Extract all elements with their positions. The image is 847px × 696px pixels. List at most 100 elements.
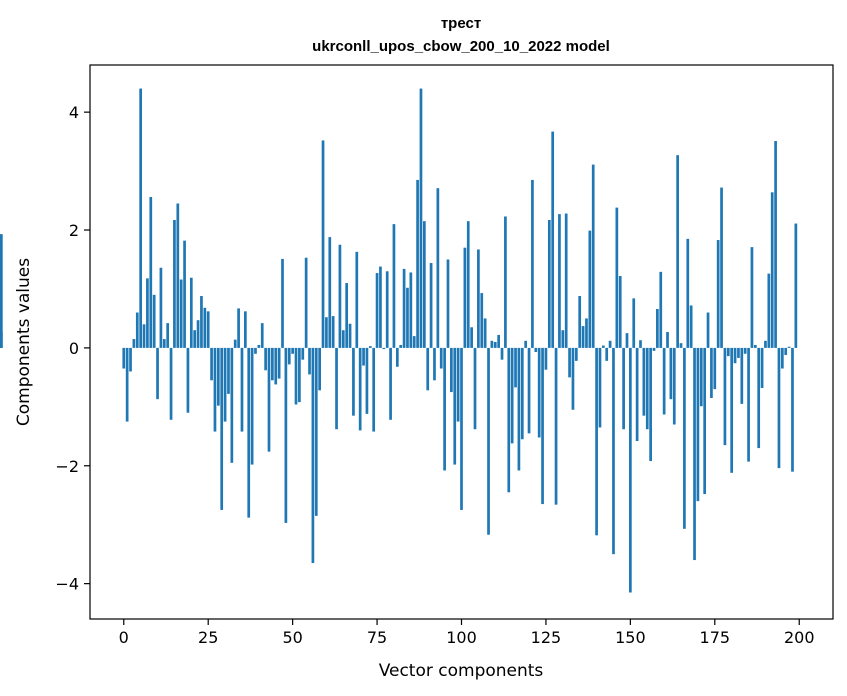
bar-component-144	[608, 340, 612, 348]
bar-component-113	[504, 216, 507, 348]
bar-component-25	[206, 311, 210, 348]
bar-component-38	[250, 347, 254, 465]
bar-component-124	[541, 347, 544, 505]
bar-component-79	[389, 347, 392, 420]
x-tick-label: 125	[531, 628, 562, 647]
bar-series	[0, 88, 798, 593]
y-axis-label: Components values	[14, 258, 34, 426]
bar-component-76	[379, 266, 382, 348]
bar-component-197	[787, 346, 791, 348]
bar-component-114	[507, 347, 511, 493]
bar-component-117	[517, 347, 521, 471]
bar-component-153	[639, 340, 642, 348]
bar-component-149	[625, 333, 629, 348]
bar-component-176	[716, 240, 720, 348]
bar-component-104	[473, 347, 477, 430]
bar-component-32	[230, 347, 234, 463]
bar-component-53	[301, 347, 305, 360]
bar-component-46	[277, 347, 281, 379]
bar-component-129	[558, 214, 561, 348]
bar-component-61	[328, 237, 332, 348]
bar-component-131	[564, 213, 568, 348]
bar-component-83	[402, 268, 406, 348]
bar-component-74	[372, 347, 376, 432]
bar-component-178	[723, 347, 727, 446]
bar-component-154	[642, 347, 646, 416]
bar-component-64	[338, 244, 342, 348]
bar-component-1	[125, 347, 129, 422]
bar-component-132	[568, 347, 571, 378]
bar-component-128	[554, 347, 558, 505]
bar-component-17	[179, 279, 183, 348]
bar-component-65	[341, 330, 345, 348]
bar-component-161	[666, 331, 669, 348]
bar-component-11	[159, 267, 163, 348]
bar-component-159	[659, 271, 663, 348]
bar-component-198	[791, 347, 794, 472]
bar-component-75	[375, 273, 379, 348]
bar-component-31	[227, 347, 230, 394]
bar-component-6	[142, 324, 146, 348]
bar-component-50	[291, 347, 294, 354]
bar-component-70	[358, 347, 362, 431]
x-tick-label: 75	[367, 628, 387, 647]
bar-component-115	[510, 347, 514, 444]
bar-component-35	[240, 347, 244, 432]
bar-component-126	[547, 220, 551, 348]
bar-component-80	[392, 224, 396, 348]
bar-component-5	[139, 88, 143, 348]
bar-component-99	[456, 347, 460, 422]
bar-component-148	[622, 347, 625, 430]
bar-component-100	[460, 347, 463, 510]
bar-component-172	[703, 347, 707, 495]
bar-component-155	[645, 347, 649, 430]
bar-component-88	[419, 88, 423, 348]
bar-component-84	[406, 287, 409, 348]
bar-component-55	[308, 347, 311, 375]
bar-component-51	[294, 347, 298, 405]
bar-component-170	[696, 347, 700, 502]
bar-component-163	[672, 347, 676, 425]
bar-component-165	[679, 343, 683, 348]
bar-component-138	[588, 230, 592, 348]
bar-component-105	[477, 249, 480, 348]
bar-component-142	[601, 345, 605, 348]
bar-component-145	[612, 347, 615, 555]
y-tick-label: 4	[69, 103, 79, 122]
bar-component-130	[561, 330, 565, 348]
bar-component-69	[355, 251, 359, 348]
bar-component-109	[490, 340, 494, 348]
bar-component-103	[470, 327, 473, 348]
x-tick-label: 200	[784, 628, 815, 647]
bar-component-33	[233, 339, 237, 348]
bar-component-140	[595, 347, 598, 536]
bar-component-183	[740, 347, 744, 404]
bar-component-188	[757, 347, 761, 449]
bar-component-101	[463, 247, 467, 348]
bar-component-152	[635, 347, 639, 442]
bar-component-102	[466, 221, 470, 348]
bar-component-189	[760, 347, 764, 388]
bar-component-10	[156, 347, 159, 400]
x-tick-label: 25	[198, 628, 218, 647]
bar-component-139	[591, 164, 595, 348]
bar-component-9	[152, 294, 156, 348]
bar-component-78	[385, 271, 389, 348]
bar-component-116	[514, 347, 517, 388]
bar-component-47	[281, 258, 284, 348]
bar-component-146	[615, 207, 619, 348]
bar-component-15	[173, 220, 176, 348]
bar-component-45	[274, 347, 278, 385]
bar-component-18	[183, 240, 186, 348]
bar-component-undefined	[0, 234, 3, 348]
bar-component-66	[345, 283, 349, 348]
bar-component-13	[166, 323, 170, 348]
bar-component-180	[730, 347, 734, 473]
bar-component-12	[162, 339, 166, 348]
bar-component-121	[531, 179, 534, 348]
bar-component-94	[439, 347, 443, 369]
bar-component-120	[527, 347, 531, 434]
bar-component-95	[443, 347, 446, 471]
bar-component-44	[271, 347, 274, 381]
bar-component-181	[733, 347, 737, 364]
